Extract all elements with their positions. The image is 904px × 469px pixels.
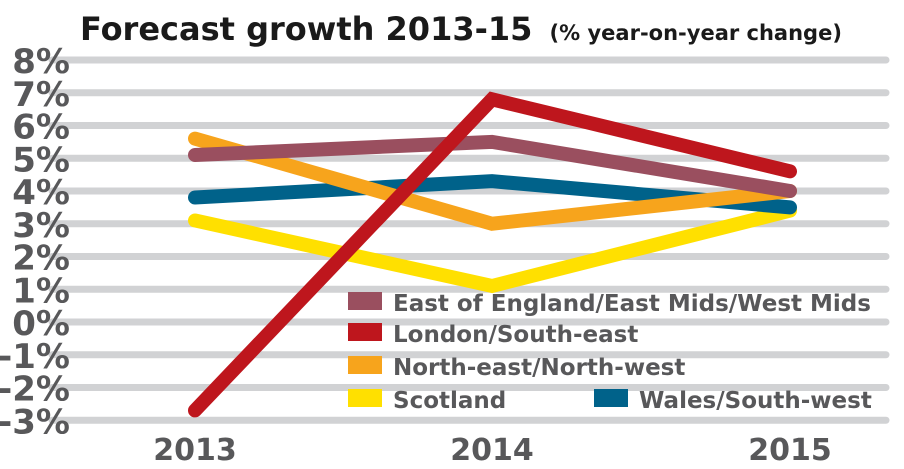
y-tick-label: -1% (0, 337, 70, 377)
series-line (188, 134, 797, 198)
legend-swatch (348, 292, 382, 310)
legend-swatch (594, 389, 628, 407)
legend-label: London/South-east (393, 322, 638, 348)
series-line (188, 203, 797, 294)
legend-swatch (348, 323, 382, 341)
y-tick-label: -3% (0, 402, 70, 442)
y-tick-label: 8% (12, 42, 70, 82)
legend-label: Scotland (393, 388, 506, 414)
x-tick-label: 2015 (748, 433, 832, 468)
chart-subtitle: (% year-on-year change) (550, 21, 842, 45)
y-tick-label: -2% (0, 370, 70, 410)
x-tick-label: 2013 (153, 433, 237, 468)
y-tick-label: 4% (12, 173, 70, 213)
x-tick-label: 2014 (450, 433, 534, 468)
chart-title: Forecast growth 2013-15 (% year-on-year … (80, 10, 842, 48)
y-tick-label: 3% (12, 206, 70, 246)
y-tick-label: 1% (12, 271, 70, 311)
legend-label: North-east/North-west (393, 355, 685, 381)
series-line (188, 91, 797, 418)
y-tick-label: 0% (12, 304, 70, 344)
y-tick-label: 5% (12, 140, 70, 180)
legend-label: East of England/East Mids/West Mids (393, 291, 871, 317)
legend-label: Wales/South-west (639, 388, 872, 414)
legend-swatch (348, 356, 382, 374)
legend-swatch (348, 389, 382, 407)
series-line (188, 131, 797, 231)
y-tick-label: 6% (12, 108, 70, 148)
y-tick-label: 2% (12, 239, 70, 279)
y-tick-label: 7% (12, 75, 70, 115)
